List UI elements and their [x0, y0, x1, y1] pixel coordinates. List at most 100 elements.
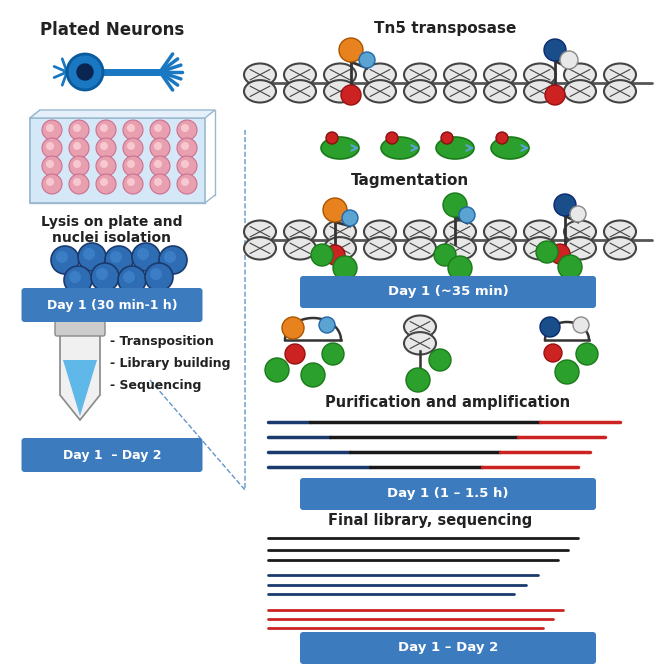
- Circle shape: [96, 120, 116, 140]
- Circle shape: [282, 317, 304, 339]
- Circle shape: [154, 142, 162, 150]
- Ellipse shape: [524, 64, 556, 86]
- Circle shape: [323, 198, 347, 222]
- Circle shape: [429, 349, 451, 371]
- Ellipse shape: [404, 64, 436, 86]
- Circle shape: [540, 317, 560, 337]
- Circle shape: [83, 248, 95, 260]
- Ellipse shape: [484, 80, 516, 102]
- Ellipse shape: [381, 137, 419, 159]
- FancyBboxPatch shape: [21, 438, 203, 472]
- Ellipse shape: [404, 315, 436, 338]
- Ellipse shape: [404, 220, 436, 243]
- Circle shape: [127, 124, 135, 132]
- Text: nuclei isolation: nuclei isolation: [52, 231, 171, 245]
- Circle shape: [443, 193, 467, 217]
- Ellipse shape: [324, 64, 356, 86]
- Circle shape: [73, 178, 81, 186]
- Circle shape: [181, 178, 189, 186]
- Circle shape: [177, 174, 197, 194]
- Circle shape: [177, 156, 197, 176]
- Ellipse shape: [324, 80, 356, 102]
- Circle shape: [123, 174, 143, 194]
- Circle shape: [441, 132, 453, 144]
- Ellipse shape: [364, 64, 396, 86]
- Bar: [30, 118, 205, 203]
- Ellipse shape: [324, 237, 356, 260]
- Circle shape: [150, 268, 162, 280]
- Circle shape: [69, 120, 89, 140]
- Circle shape: [96, 156, 116, 176]
- Circle shape: [110, 251, 122, 263]
- Circle shape: [123, 120, 143, 140]
- Circle shape: [150, 120, 170, 140]
- Circle shape: [181, 142, 189, 150]
- Ellipse shape: [524, 220, 556, 243]
- Ellipse shape: [284, 220, 316, 243]
- FancyBboxPatch shape: [21, 288, 203, 322]
- Circle shape: [46, 178, 54, 186]
- Ellipse shape: [364, 237, 396, 260]
- Circle shape: [46, 124, 54, 132]
- Circle shape: [123, 271, 135, 283]
- Text: Tagmentation: Tagmentation: [351, 173, 469, 187]
- Text: Day 1 – Day 2: Day 1 – Day 2: [398, 641, 498, 655]
- Circle shape: [46, 160, 54, 168]
- Circle shape: [341, 85, 361, 105]
- Circle shape: [100, 142, 108, 150]
- Circle shape: [177, 138, 197, 158]
- Ellipse shape: [321, 137, 359, 159]
- Ellipse shape: [364, 220, 396, 243]
- Circle shape: [555, 360, 579, 384]
- Ellipse shape: [284, 237, 316, 260]
- Circle shape: [576, 343, 598, 365]
- FancyBboxPatch shape: [300, 276, 596, 308]
- Circle shape: [181, 160, 189, 168]
- Circle shape: [150, 156, 170, 176]
- Ellipse shape: [244, 80, 276, 102]
- Circle shape: [550, 244, 570, 264]
- Text: Day 1  – Day 2: Day 1 – Day 2: [63, 448, 161, 461]
- Circle shape: [359, 52, 375, 68]
- Ellipse shape: [244, 64, 276, 86]
- FancyBboxPatch shape: [55, 318, 105, 336]
- Circle shape: [67, 54, 103, 90]
- Circle shape: [46, 142, 54, 150]
- Circle shape: [285, 344, 305, 364]
- Ellipse shape: [564, 64, 596, 86]
- Ellipse shape: [604, 237, 636, 260]
- Ellipse shape: [604, 64, 636, 86]
- Ellipse shape: [404, 80, 436, 102]
- Circle shape: [159, 246, 187, 274]
- Circle shape: [73, 142, 81, 150]
- Circle shape: [100, 178, 108, 186]
- Ellipse shape: [564, 220, 596, 243]
- Polygon shape: [30, 110, 215, 118]
- Ellipse shape: [444, 237, 476, 260]
- Circle shape: [118, 266, 146, 294]
- Text: - Library building: - Library building: [110, 357, 230, 371]
- Circle shape: [342, 210, 358, 226]
- Ellipse shape: [324, 220, 356, 243]
- Ellipse shape: [491, 137, 529, 159]
- Polygon shape: [63, 360, 97, 416]
- Circle shape: [154, 178, 162, 186]
- Circle shape: [145, 263, 173, 291]
- Circle shape: [127, 142, 135, 150]
- Circle shape: [69, 271, 81, 283]
- Circle shape: [544, 39, 566, 61]
- FancyBboxPatch shape: [300, 478, 596, 510]
- Circle shape: [181, 124, 189, 132]
- Ellipse shape: [404, 237, 436, 260]
- Ellipse shape: [564, 80, 596, 102]
- Circle shape: [326, 132, 338, 144]
- Circle shape: [560, 51, 578, 69]
- Text: Plated Neurons: Plated Neurons: [40, 21, 184, 39]
- Circle shape: [573, 317, 589, 333]
- Circle shape: [100, 160, 108, 168]
- Circle shape: [64, 266, 92, 294]
- Circle shape: [154, 160, 162, 168]
- Text: Day 1 (30 min-1 h): Day 1 (30 min-1 h): [46, 299, 177, 311]
- Ellipse shape: [444, 220, 476, 243]
- Ellipse shape: [284, 80, 316, 102]
